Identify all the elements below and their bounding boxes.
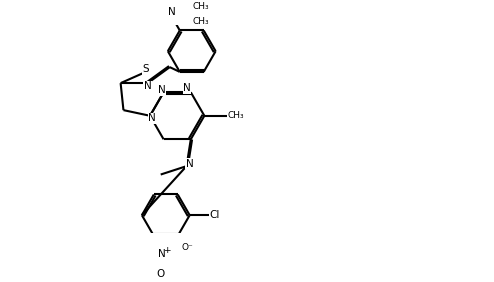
Text: CH₃: CH₃ (193, 2, 209, 11)
Text: N: N (183, 83, 191, 93)
Text: N: N (158, 249, 166, 259)
Text: O⁻: O⁻ (181, 243, 193, 252)
Text: CH₃: CH₃ (193, 17, 209, 27)
Text: N: N (168, 7, 176, 17)
Text: O: O (157, 269, 165, 279)
Text: S: S (142, 64, 149, 74)
Text: CH₃: CH₃ (227, 111, 244, 120)
Text: N: N (158, 85, 165, 95)
Text: N: N (186, 159, 194, 169)
Text: Cl: Cl (209, 210, 219, 220)
Text: +: + (163, 246, 170, 255)
Text: N: N (144, 81, 152, 91)
Text: N: N (148, 113, 156, 123)
